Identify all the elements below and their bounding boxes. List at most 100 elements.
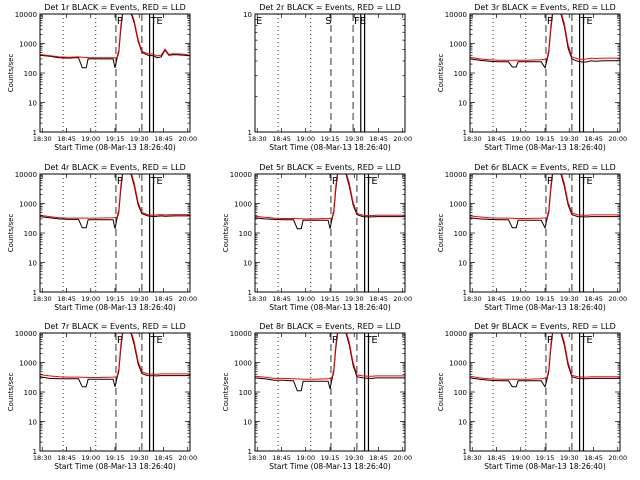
x-axis-label: Start Time (08-Mar-13 18:26:40): [54, 462, 176, 471]
y-tick-label: 100: [239, 389, 252, 397]
x-tick-label: 18:30: [33, 295, 52, 303]
y-tick-label: 1000: [449, 41, 467, 49]
marker-label: T: [150, 176, 158, 187]
plot-frame: [39, 13, 191, 133]
detector-panel-7: Det 7r BLACK = Events, RED = LLD P T E 1 10 10…: [7, 322, 197, 471]
x-tick-label: 19:00: [296, 295, 315, 303]
x-tick-label: 19:00: [511, 454, 530, 462]
y-tick-label: 1: [463, 448, 467, 456]
plot-frame: [469, 13, 621, 133]
y-axis-label: Counts/sec: [437, 54, 445, 93]
series-line-lld: [470, 14, 620, 61]
y-tick-label: 10000: [445, 11, 467, 19]
x-tick-label: 20:00: [178, 135, 197, 143]
x-tick-label: 19:00: [81, 454, 100, 462]
x-tick-label: 19:15: [536, 135, 555, 143]
y-axis-label: Counts/sec: [222, 373, 230, 412]
x-tick-label: 18:30: [248, 295, 267, 303]
plot-frame: [469, 173, 621, 293]
x-tick-label: 18:45: [57, 295, 76, 303]
x-tick-label: 18:45: [369, 295, 388, 303]
marker-label: P: [547, 176, 553, 187]
y-tick-label: 1: [248, 289, 252, 297]
y-tick-label: 10: [458, 260, 467, 268]
y-tick-label: 10000: [445, 330, 467, 338]
marker-label: E: [256, 16, 262, 27]
y-tick-label: 1: [248, 129, 252, 137]
y-tick-label: 1: [463, 289, 467, 297]
marker-label: T: [580, 16, 588, 27]
detector-panel-9: Det 9r BLACK = Events, RED = LLD P T E 1 10 10…: [437, 322, 627, 471]
x-tick-label: 19:00: [296, 454, 315, 462]
x-tick-label: 18:45: [487, 454, 506, 462]
x-tick-label: 19:00: [81, 295, 100, 303]
x-tick-label: 19:00: [296, 135, 315, 143]
x-tick-label: 19:30: [345, 135, 364, 143]
series-line-lld: [40, 333, 190, 378]
x-tick-label: 18:45: [487, 295, 506, 303]
y-axis-label: Counts/sec: [7, 373, 15, 412]
y-tick-label: 10: [458, 419, 467, 427]
series-line-lld: [470, 174, 620, 219]
marker-label: P: [117, 16, 123, 27]
detector-panel-6: Det 6r BLACK = Events, RED = LLD P T E 1 10 10…: [437, 163, 627, 312]
marker-label: E: [156, 176, 162, 187]
y-axis-label: Counts/sec: [437, 373, 445, 412]
marker-label: T: [150, 335, 158, 346]
x-tick-label: 19:30: [345, 454, 364, 462]
x-axis-label: Start Time (08-Mar-13 18:26:40): [269, 143, 391, 152]
y-tick-label: 100: [239, 230, 252, 238]
x-tick-label: 18:45: [584, 454, 603, 462]
y-axis-label: Counts/sec: [7, 214, 15, 253]
x-tick-label: 19:15: [321, 454, 340, 462]
plot-frame: [469, 332, 621, 452]
detector-panel-2: Det 2r BLACK = Events, RED = LLD E S FE 1 10 1…: [243, 3, 412, 152]
y-tick-label: 100: [454, 389, 467, 397]
y-tick-label: 100: [454, 230, 467, 238]
x-tick-label: 18:45: [57, 135, 76, 143]
y-tick-label: 1: [248, 448, 252, 456]
marker-label: T: [365, 335, 373, 346]
series-line-lld: [255, 174, 405, 220]
plot-frame: [39, 332, 191, 452]
y-tick-label: 1000: [234, 201, 252, 209]
y-tick-label: 10000: [445, 171, 467, 179]
x-tick-label: 18:30: [248, 135, 267, 143]
x-tick-label: 19:15: [106, 454, 125, 462]
x-tick-label: 18:30: [33, 135, 52, 143]
detector-panel-4: Det 4r BLACK = Events, RED = LLD P T E 1 10 10…: [7, 163, 197, 312]
y-tick-label: 10: [28, 419, 37, 427]
x-tick-label: 18:30: [248, 454, 267, 462]
y-tick-label: 1000: [19, 360, 37, 368]
y-tick-label: 10: [458, 100, 467, 108]
x-tick-label: 20:00: [393, 454, 412, 462]
plot-frame: [39, 173, 191, 293]
x-tick-label: 19:30: [560, 454, 579, 462]
x-tick-label: 19:15: [106, 295, 125, 303]
x-tick-label: 19:15: [321, 295, 340, 303]
series-line-lld: [40, 174, 190, 219]
panel-title: Det 3r BLACK = Events, RED = LLD: [474, 3, 616, 12]
x-tick-label: 19:15: [536, 295, 555, 303]
x-tick-label: 18:45: [154, 135, 173, 143]
x-axis-label: Start Time (08-Mar-13 18:26:40): [269, 303, 391, 312]
x-tick-label: 18:30: [463, 295, 482, 303]
x-tick-label: 18:45: [272, 295, 291, 303]
x-axis-label: Start Time (08-Mar-13 18:26:40): [484, 462, 606, 471]
y-axis-label: Counts/sec: [437, 214, 445, 253]
y-axis-label: Counts/sec: [222, 214, 230, 253]
x-tick-label: 18:45: [584, 135, 603, 143]
x-tick-label: 19:00: [511, 295, 530, 303]
x-tick-label: 20:00: [178, 454, 197, 462]
marker-label: FE: [354, 16, 366, 27]
y-tick-label: 10: [28, 100, 37, 108]
y-tick-label: 10000: [15, 171, 37, 179]
y-tick-label: 1000: [449, 201, 467, 209]
y-tick-label: 100: [24, 70, 37, 78]
x-tick-label: 19:30: [130, 135, 149, 143]
panel-title: Det 5r BLACK = Events, RED = LLD: [259, 163, 401, 172]
detector-panel-3: Det 3r BLACK = Events, RED = LLD P T E 1 10 10…: [437, 3, 627, 152]
marker-label: P: [547, 335, 553, 346]
x-tick-label: 20:00: [608, 454, 627, 462]
